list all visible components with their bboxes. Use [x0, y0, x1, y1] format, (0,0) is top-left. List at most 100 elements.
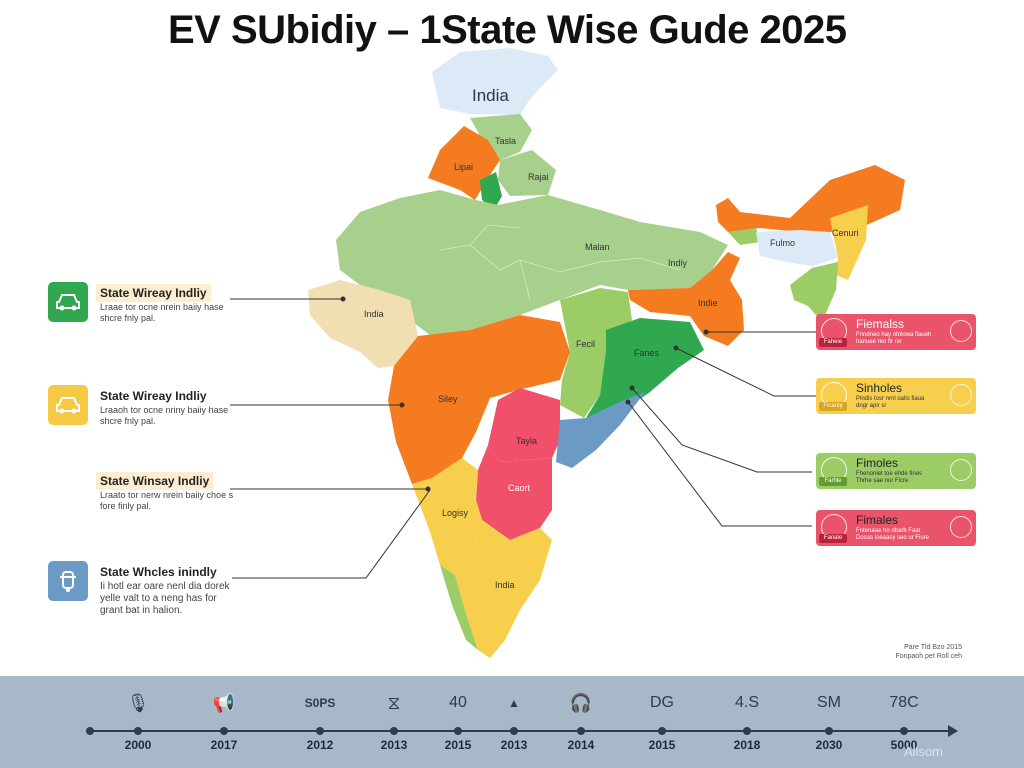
- text-icon: SM: [817, 694, 841, 711]
- timeline-dot: [134, 727, 142, 735]
- left-card-title: State Wireay Indliy: [100, 389, 207, 403]
- timeline-item: 4.S: [707, 686, 787, 720]
- map-region-caort: [476, 445, 552, 540]
- timeline-year: 2030: [815, 738, 843, 752]
- timeline-year: 5000: [890, 738, 918, 752]
- left-card-text: Lraae tor ocne nrein baiiy hase shcre fn…: [100, 302, 224, 323]
- map-label-indie: Indie: [698, 298, 718, 308]
- timeline-dot: [825, 727, 833, 735]
- car-icon: [48, 385, 88, 425]
- right-card-text: Fnndneo hay otnlowa fiaueh hanuee reo fi…: [856, 332, 932, 345]
- headset-icon: 🎧: [569, 692, 593, 713]
- timeline-arrow-icon: [948, 725, 958, 737]
- car-icon: [48, 282, 88, 322]
- map-label-caort: Caort: [508, 483, 531, 493]
- megaphone-icon: 📢: [212, 692, 236, 713]
- right-card-text: Pindis tosr nrnl oalis fiaua dngr apir s…: [856, 396, 925, 409]
- map-label-indiy: Indiy: [668, 258, 688, 268]
- credit-text: Pare Tld Bzo 2015 Fonpaoh pet Roll ceh: [895, 644, 962, 660]
- map-label-rajai: Rajai: [528, 172, 549, 182]
- timeline-year: 2015: [444, 738, 472, 752]
- map-region-kerala: [440, 565, 478, 650]
- right-connector-lines: [625, 329, 818, 527]
- timeline-year: 2015: [648, 738, 676, 752]
- map-label-lipai: Lipai: [454, 162, 474, 172]
- right-card-4: Fanale Fimales Fntenaae ho dbarb Faat Do…: [816, 510, 976, 546]
- map-label-fulmo: Fulmo: [770, 238, 796, 248]
- map-region-cenuri: [830, 205, 868, 280]
- timeline-bar: [0, 676, 1024, 768]
- map-region-indie: [628, 252, 744, 346]
- left-card-text: Ii hotl ear oare nenl dia dorek yelle va…: [100, 581, 230, 616]
- map-region-fulmo: [756, 230, 838, 266]
- map-label-fecil: Fecil: [576, 339, 596, 349]
- right-card-1: Faheie Fiemalss Fnndneo hay otnlowa fiau…: [816, 314, 976, 350]
- right-card-3: Farhle Fimoles Fhenoniet toe ehde fines …: [816, 453, 976, 489]
- text-icon: 4.S: [734, 694, 759, 711]
- map-label-logisy: Logisy: [442, 508, 469, 518]
- timeline-item: 40: [418, 686, 498, 720]
- map-region-haryana: [480, 172, 502, 210]
- map-region-tayla: [488, 388, 560, 462]
- map-region-rajai: [498, 150, 556, 196]
- map-region-north: [432, 48, 558, 115]
- map-label-india-west: India: [364, 309, 384, 319]
- chart-box-icon: ▲: [508, 696, 520, 710]
- timeline-item: ⧖: [354, 686, 434, 720]
- map-region-fanes: [586, 318, 704, 420]
- timeline-dot: [577, 727, 585, 735]
- right-card-chip: Fanale: [819, 534, 847, 543]
- left-card-4: State Whcles inindly Ii hotl ear oare ne…: [48, 561, 238, 631]
- right-card-text: Fntenaae ho dbarb Faat Dosas loeaasy seo…: [856, 528, 930, 541]
- left-card-title: State Wireay Indliy: [96, 284, 211, 302]
- brand-watermark: Allsom: [904, 744, 944, 759]
- map-region-gujarat: [308, 280, 418, 368]
- left-card-2: State Wireay Indliy Lraaoh tor ocne nrin…: [48, 385, 238, 426]
- circle-icon: ⧖: [387, 692, 401, 713]
- left-card-text: Lraaoh tor ocne nriny baiiy hase shcre f…: [100, 405, 229, 426]
- arrow-icon: [950, 516, 972, 538]
- timeline-dot: [454, 727, 462, 735]
- map-border-lines: [439, 224, 681, 301]
- timeline-year: 2012: [306, 738, 334, 752]
- map-label-tayla: Tayla: [516, 436, 538, 446]
- timeline-axis: [90, 730, 952, 732]
- map-region-northeast-top: [716, 165, 905, 232]
- map-label-tasla: Tasla: [495, 136, 517, 146]
- timeline-item: 📢: [184, 686, 264, 720]
- map-label-siley: Siley: [438, 394, 458, 404]
- timeline-dot: [658, 727, 666, 735]
- scooter-icon: [48, 561, 88, 601]
- right-card-chip: Farhle: [819, 477, 847, 486]
- map-label-cenuri: Cenuri: [832, 228, 859, 238]
- map-label-fanes: Fanes: [634, 348, 660, 358]
- timeline-start-dot: [86, 727, 94, 735]
- timeline-dot: [510, 727, 518, 735]
- right-card-2: Ficanty Sinholes Pindis tosr nrnl oalis …: [816, 378, 976, 414]
- left-card-title: State Whcles inindly: [100, 565, 217, 579]
- timeline-year: 2013: [500, 738, 528, 752]
- timeline-dot: [220, 727, 228, 735]
- left-connector-lines: [230, 296, 431, 579]
- right-card-title: Fimoles: [856, 456, 899, 470]
- right-card-title: Fiemalss: [856, 317, 905, 331]
- timeline-year: 2017: [210, 738, 238, 752]
- right-card-chip: Ficanty: [819, 402, 847, 411]
- map-region-fecil: [560, 288, 632, 418]
- left-card-title: State Winsay Indliy: [96, 472, 214, 490]
- timeline-item: DG: [622, 686, 702, 720]
- text-icon: DG: [650, 694, 674, 711]
- right-card-chip: Faheie: [819, 338, 847, 347]
- map-region-south: [455, 520, 552, 658]
- timeline-dot: [390, 727, 398, 735]
- right-card-title: Fimales: [856, 513, 899, 527]
- map-label-india-top: India: [472, 86, 509, 105]
- text-icon: S0PS: [304, 696, 336, 710]
- map-region-mizoram: [790, 262, 838, 322]
- microphone-icon: 🎙: [126, 692, 150, 713]
- timeline-dot: [900, 727, 908, 735]
- map-label-india-south: India: [495, 580, 515, 590]
- timeline-dot: [743, 727, 751, 735]
- map-region-andhra: [556, 392, 645, 468]
- map-region-siley: [388, 315, 570, 484]
